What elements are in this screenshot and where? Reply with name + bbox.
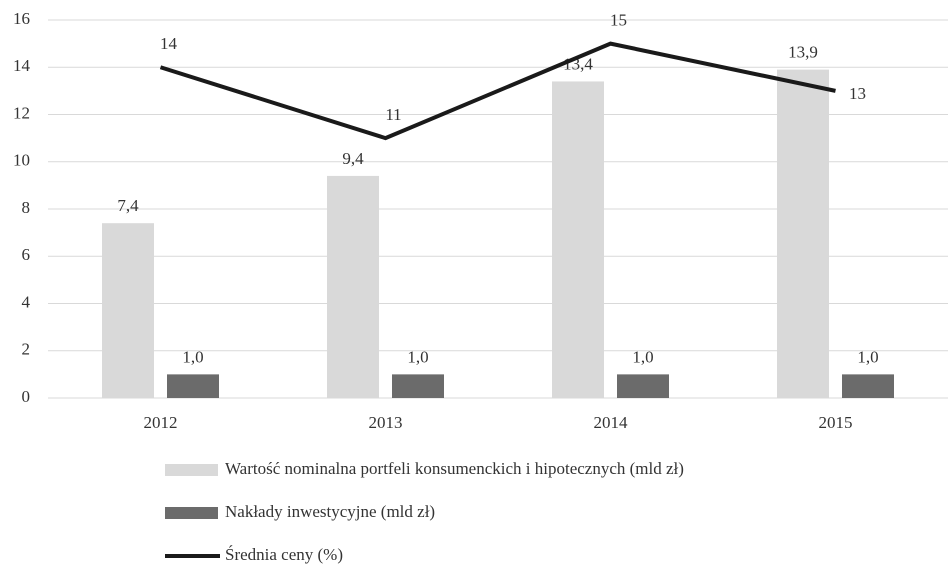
x-tick-label: 2013 xyxy=(369,413,403,432)
data-label: 13,9 xyxy=(788,43,818,62)
legend-swatch xyxy=(165,507,218,519)
y-tick-label: 4 xyxy=(22,292,31,311)
x-tick-label: 2015 xyxy=(819,413,853,432)
data-label: 15 xyxy=(610,11,627,30)
bar xyxy=(327,175,379,398)
bar xyxy=(392,374,444,398)
data-label: 14 xyxy=(160,34,178,53)
legend-swatch xyxy=(165,464,218,476)
y-tick-label: 12 xyxy=(13,103,30,122)
bar xyxy=(617,374,669,398)
data-label: 1,0 xyxy=(182,347,203,366)
y-tick-label: 8 xyxy=(22,198,31,217)
data-label: 7,4 xyxy=(117,196,139,215)
bar xyxy=(842,374,894,398)
data-label: 9,4 xyxy=(342,149,364,168)
y-tick-label: 16 xyxy=(13,9,30,28)
y-tick-label: 6 xyxy=(22,245,31,264)
y-tick-label: 14 xyxy=(13,56,31,75)
data-label: 13 xyxy=(849,84,866,103)
data-label: 1,0 xyxy=(857,347,878,366)
legend-label: Wartość nominalna portfeli konsumenckich… xyxy=(225,459,684,478)
x-tick-label: 2014 xyxy=(594,413,629,432)
bar xyxy=(552,81,604,399)
legend-label: Średnia ceny (%) xyxy=(225,545,343,564)
bar xyxy=(777,69,829,399)
bar xyxy=(102,223,154,398)
legend-label: Nakłady inwestycyjne (mld zł) xyxy=(225,502,435,521)
x-tick-label: 2012 xyxy=(144,413,178,432)
y-tick-label: 2 xyxy=(22,340,31,359)
y-tick-label: 10 xyxy=(13,151,30,170)
data-label: 1,0 xyxy=(407,347,428,366)
y-tick-label: 0 xyxy=(22,387,31,406)
bar xyxy=(167,374,219,398)
data-label: 11 xyxy=(385,105,401,124)
data-label: 1,0 xyxy=(632,347,653,366)
line xyxy=(159,41,836,141)
